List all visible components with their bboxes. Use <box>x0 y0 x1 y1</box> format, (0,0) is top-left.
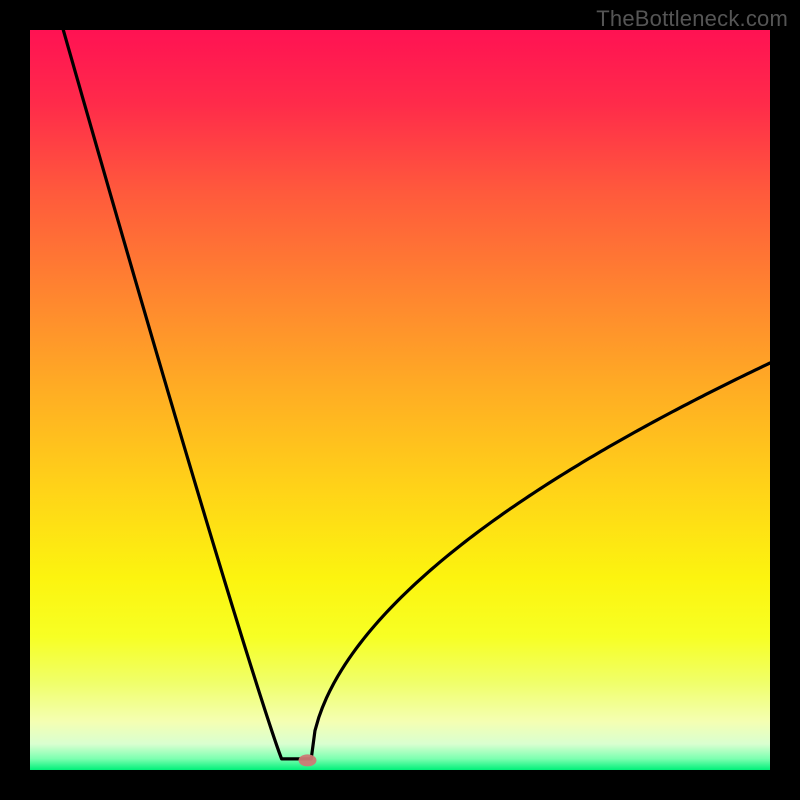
plot-area <box>30 30 770 770</box>
optimal-point-marker <box>299 754 317 766</box>
chart-root: TheBottleneck.com <box>0 0 800 800</box>
watermark-text: TheBottleneck.com <box>596 6 788 32</box>
chart-svg <box>0 0 800 800</box>
